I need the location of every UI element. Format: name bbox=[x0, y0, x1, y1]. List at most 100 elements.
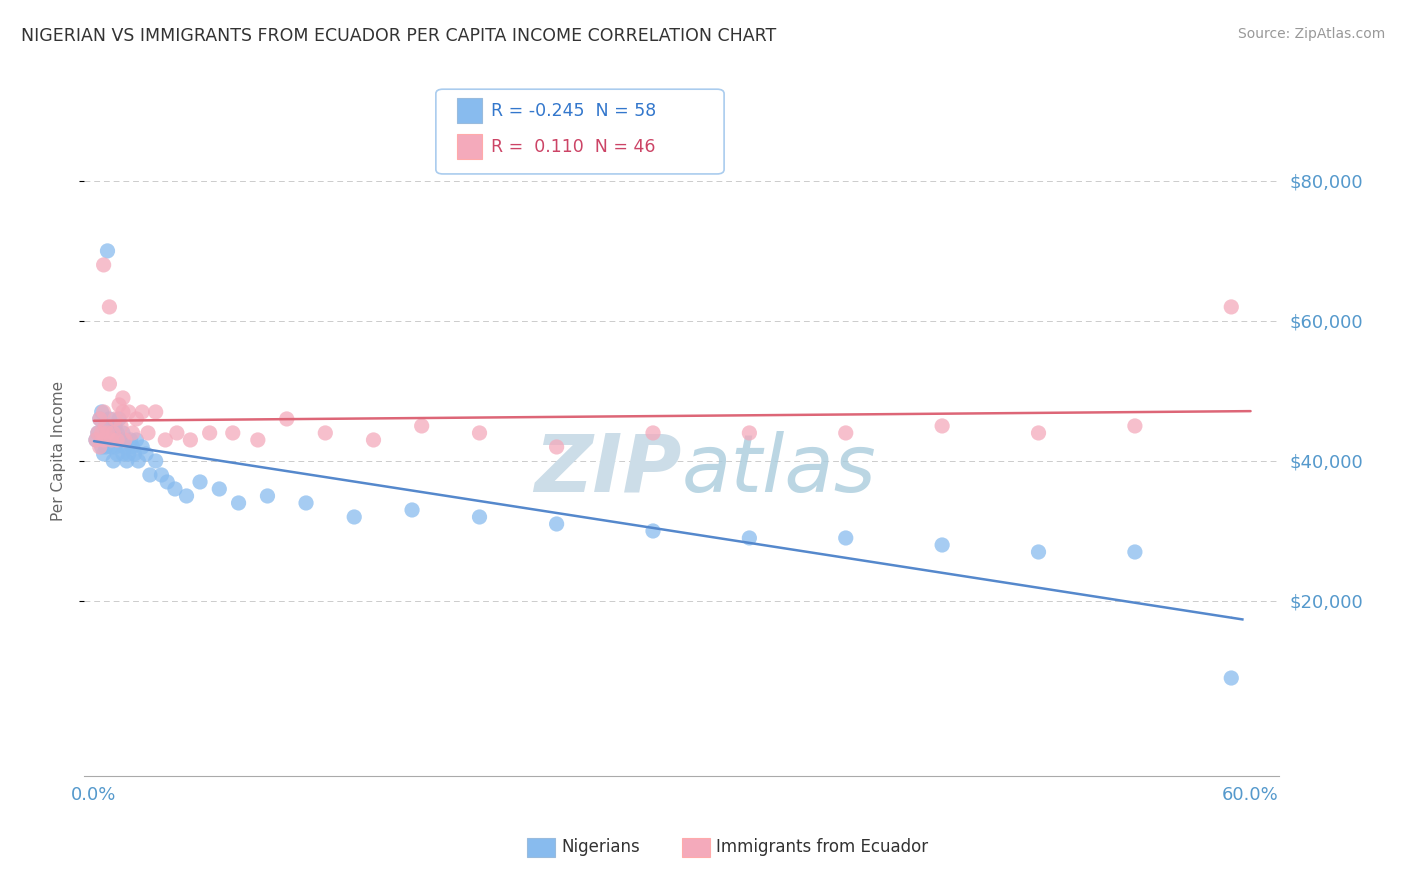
Point bbox=[121, 440, 143, 454]
Point bbox=[343, 510, 366, 524]
Point bbox=[93, 433, 115, 447]
Point bbox=[179, 433, 201, 447]
Point bbox=[120, 433, 142, 447]
Point bbox=[931, 419, 953, 434]
Point bbox=[87, 425, 110, 440]
Point bbox=[100, 440, 122, 454]
Point bbox=[84, 433, 107, 447]
Point bbox=[87, 425, 110, 440]
Point bbox=[103, 454, 125, 468]
Text: Source: ZipAtlas.com: Source: ZipAtlas.com bbox=[1237, 27, 1385, 41]
Point bbox=[100, 425, 122, 440]
Point bbox=[98, 376, 121, 391]
Point bbox=[94, 440, 117, 454]
Point bbox=[139, 467, 162, 482]
Point bbox=[114, 440, 136, 454]
Point bbox=[1123, 419, 1146, 434]
Text: Nigerians: Nigerians bbox=[561, 838, 640, 856]
Point bbox=[135, 447, 157, 461]
Point bbox=[89, 440, 111, 454]
Point bbox=[1220, 671, 1243, 685]
Point bbox=[401, 503, 423, 517]
Point bbox=[110, 419, 132, 434]
Point bbox=[108, 412, 131, 426]
Point bbox=[363, 433, 385, 447]
Point bbox=[98, 433, 121, 447]
Point bbox=[163, 482, 186, 496]
Point bbox=[93, 405, 115, 419]
Point bbox=[150, 467, 173, 482]
Point bbox=[246, 433, 269, 447]
Point bbox=[1220, 300, 1243, 314]
Point bbox=[738, 425, 761, 440]
Point bbox=[546, 440, 568, 454]
Point bbox=[114, 433, 136, 447]
Point bbox=[127, 454, 149, 468]
Point bbox=[111, 405, 134, 419]
Point bbox=[121, 425, 143, 440]
Point bbox=[1028, 425, 1050, 440]
Text: ZIP: ZIP bbox=[534, 431, 682, 509]
Point bbox=[166, 425, 188, 440]
Point bbox=[118, 447, 141, 461]
Point bbox=[105, 425, 128, 440]
Point bbox=[98, 412, 121, 426]
Point bbox=[89, 412, 111, 426]
Point bbox=[125, 433, 148, 447]
Point bbox=[295, 496, 318, 510]
Point bbox=[228, 496, 250, 510]
Point bbox=[738, 531, 761, 545]
Point bbox=[176, 489, 198, 503]
Point bbox=[108, 433, 131, 447]
Text: NIGERIAN VS IMMIGRANTS FROM ECUADOR PER CAPITA INCOME CORRELATION CHART: NIGERIAN VS IMMIGRANTS FROM ECUADOR PER … bbox=[21, 27, 776, 45]
Point bbox=[115, 454, 138, 468]
Point bbox=[145, 454, 167, 468]
Point bbox=[111, 447, 134, 461]
Point bbox=[104, 412, 127, 426]
Point bbox=[314, 425, 336, 440]
Y-axis label: Per Capita Income: Per Capita Income bbox=[51, 380, 66, 521]
Point bbox=[276, 412, 298, 426]
Point bbox=[198, 425, 221, 440]
Point bbox=[124, 447, 146, 461]
Point bbox=[188, 475, 211, 489]
Point bbox=[111, 425, 134, 440]
Point bbox=[104, 419, 127, 434]
Point bbox=[93, 447, 115, 461]
Point bbox=[468, 425, 491, 440]
Point bbox=[96, 244, 118, 258]
Text: R =  0.110  N = 46: R = 0.110 N = 46 bbox=[491, 138, 655, 156]
Text: atlas: atlas bbox=[682, 431, 877, 509]
Point bbox=[1123, 545, 1146, 559]
Point bbox=[835, 425, 858, 440]
Point bbox=[94, 419, 117, 434]
Point bbox=[468, 510, 491, 524]
Point bbox=[103, 433, 125, 447]
Point bbox=[90, 425, 112, 440]
Point bbox=[93, 258, 115, 272]
Point bbox=[222, 425, 245, 440]
Point bbox=[136, 425, 159, 440]
Point bbox=[111, 391, 134, 405]
Point bbox=[110, 433, 132, 447]
Point bbox=[256, 489, 278, 503]
Point bbox=[118, 405, 141, 419]
Point bbox=[125, 412, 148, 426]
Point bbox=[96, 425, 118, 440]
Point bbox=[131, 440, 153, 454]
Point bbox=[84, 433, 107, 447]
Point bbox=[96, 425, 118, 440]
Point bbox=[131, 405, 153, 419]
Point bbox=[93, 433, 115, 447]
Point bbox=[155, 433, 177, 447]
Point bbox=[931, 538, 953, 552]
Point bbox=[835, 531, 858, 545]
Text: R = -0.245  N = 58: R = -0.245 N = 58 bbox=[491, 103, 657, 120]
Point bbox=[98, 300, 121, 314]
Point bbox=[156, 475, 179, 489]
Point bbox=[208, 482, 231, 496]
Point bbox=[105, 447, 128, 461]
Point bbox=[90, 405, 112, 419]
Point bbox=[1028, 545, 1050, 559]
Point bbox=[94, 419, 117, 434]
